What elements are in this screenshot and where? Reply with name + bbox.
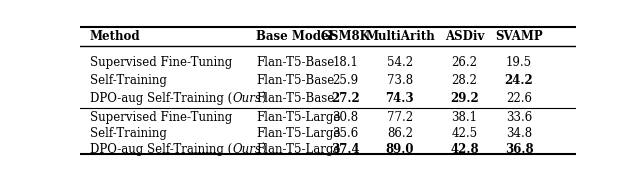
Text: Self-Training: Self-Training	[90, 74, 167, 87]
Text: 42.8: 42.8	[450, 143, 479, 156]
Text: 77.2: 77.2	[387, 111, 413, 124]
Text: ASDiv: ASDiv	[445, 30, 484, 43]
Text: 25.9: 25.9	[332, 74, 358, 87]
Text: Method: Method	[90, 30, 141, 43]
Text: 74.3: 74.3	[386, 92, 414, 105]
Text: MultiArith: MultiArith	[365, 30, 435, 43]
Text: DPO-aug Self-Training (: DPO-aug Self-Training (	[90, 92, 232, 105]
Text: SVAMP: SVAMP	[495, 30, 543, 43]
Text: 22.6: 22.6	[506, 92, 532, 105]
Text: Flan-T5-Large: Flan-T5-Large	[256, 111, 340, 124]
Text: 37.4: 37.4	[331, 143, 360, 156]
Text: GSM8K: GSM8K	[321, 30, 371, 43]
Text: Ours: Ours	[232, 92, 261, 105]
Text: 73.8: 73.8	[387, 74, 413, 87]
Text: Supervised Fine-Tuning: Supervised Fine-Tuning	[90, 56, 232, 69]
Text: 89.0: 89.0	[386, 143, 414, 156]
Text: Self-Training: Self-Training	[90, 127, 167, 140]
Text: 33.6: 33.6	[506, 111, 532, 124]
Text: ): )	[261, 143, 266, 156]
Text: 54.2: 54.2	[387, 56, 413, 69]
Text: Flan-T5-Large: Flan-T5-Large	[256, 127, 340, 140]
Text: 34.8: 34.8	[506, 127, 532, 140]
Text: 42.5: 42.5	[451, 127, 477, 140]
Text: 26.2: 26.2	[451, 56, 477, 69]
Text: 36.8: 36.8	[505, 143, 533, 156]
Text: 27.2: 27.2	[331, 92, 360, 105]
Text: Base Model: Base Model	[256, 30, 333, 43]
Text: 28.2: 28.2	[451, 74, 477, 87]
Text: 30.8: 30.8	[332, 111, 358, 124]
Text: DPO-aug Self-Training (: DPO-aug Self-Training (	[90, 143, 232, 156]
Text: ): )	[261, 92, 266, 105]
Text: 35.6: 35.6	[332, 127, 358, 140]
Text: Flan-T5-Base: Flan-T5-Base	[256, 56, 334, 69]
Text: 29.2: 29.2	[450, 92, 479, 105]
Text: Supervised Fine-Tuning: Supervised Fine-Tuning	[90, 111, 232, 124]
Text: 38.1: 38.1	[451, 111, 477, 124]
Text: 18.1: 18.1	[332, 56, 358, 69]
Text: Flan-T5-Base: Flan-T5-Base	[256, 92, 334, 105]
Text: Flan-T5-Large: Flan-T5-Large	[256, 143, 340, 156]
Text: 24.2: 24.2	[504, 74, 533, 87]
Text: Flan-T5-Base: Flan-T5-Base	[256, 74, 334, 87]
Text: Ours: Ours	[232, 143, 261, 156]
Text: 19.5: 19.5	[506, 56, 532, 69]
Text: 86.2: 86.2	[387, 127, 413, 140]
